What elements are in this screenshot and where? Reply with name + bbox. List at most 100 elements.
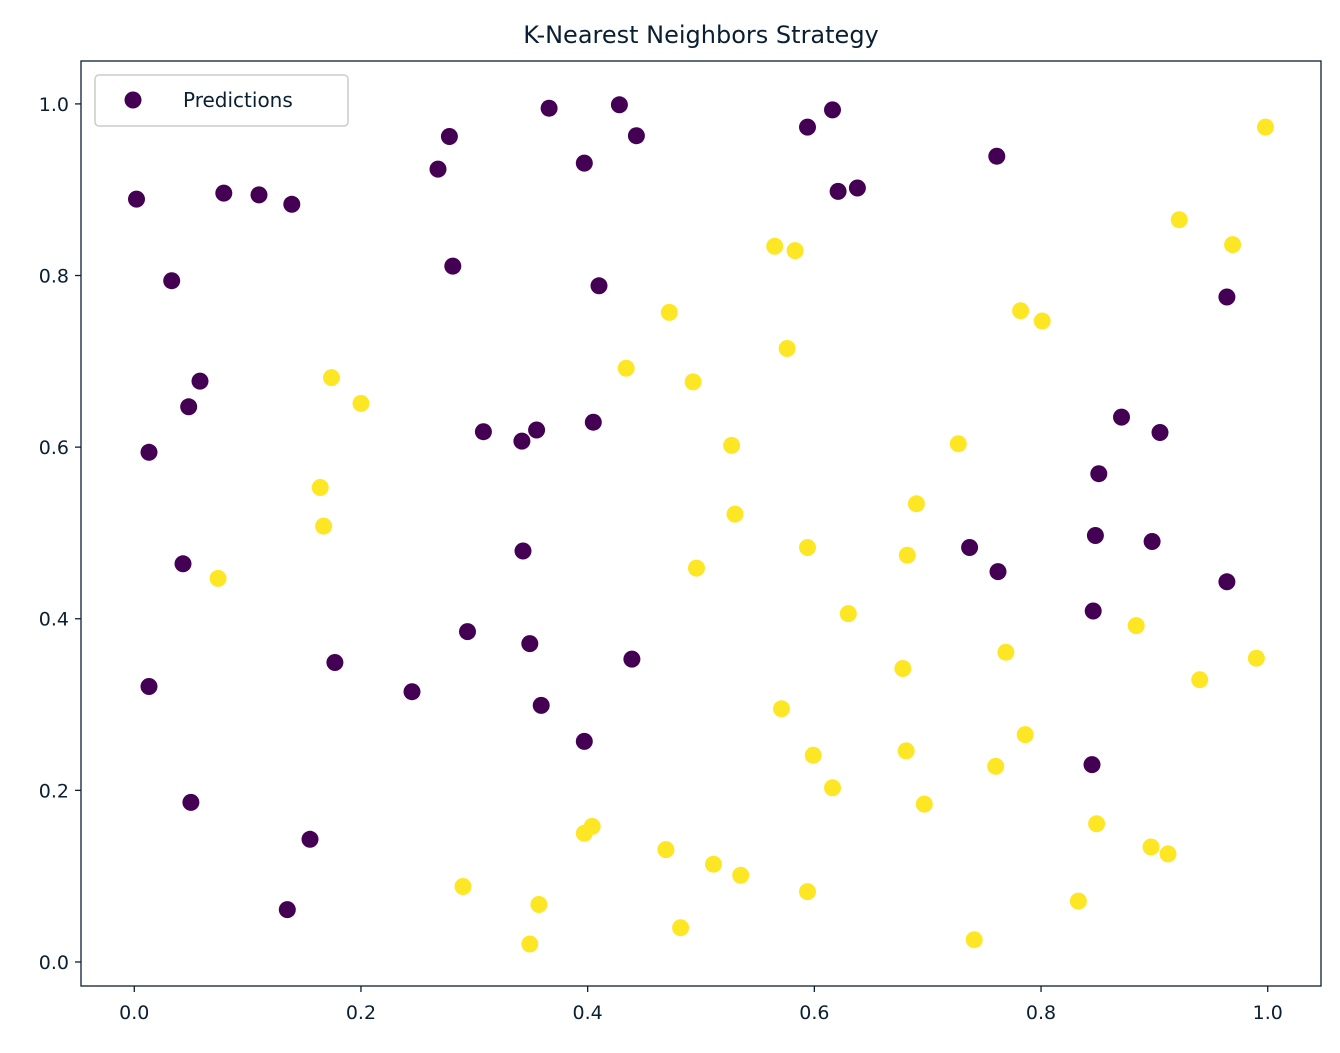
data-point xyxy=(672,919,690,937)
data-point xyxy=(848,179,866,197)
data-point xyxy=(278,901,296,919)
data-point xyxy=(657,841,675,859)
data-point xyxy=(140,678,158,695)
data-point xyxy=(839,605,857,623)
data-point xyxy=(584,413,602,431)
data-point xyxy=(459,623,476,641)
data-point xyxy=(1069,892,1087,910)
data-point xyxy=(514,542,532,560)
data-point xyxy=(915,795,933,813)
data-point xyxy=(1142,838,1160,856)
data-point xyxy=(140,443,158,461)
data-point xyxy=(1127,617,1145,635)
data-point xyxy=(894,660,912,677)
data-point xyxy=(326,654,344,671)
x-tick-label: 0.0 xyxy=(119,1002,149,1024)
data-point xyxy=(1151,424,1169,441)
y-tick-label: 0.6 xyxy=(39,437,69,459)
y-tick-label: 0.2 xyxy=(39,780,69,802)
data-point xyxy=(429,160,447,178)
data-point xyxy=(1033,312,1051,330)
data-point xyxy=(1218,288,1236,306)
data-point xyxy=(1257,118,1274,136)
data-point xyxy=(723,436,741,454)
data-point xyxy=(684,373,702,391)
data-point xyxy=(627,127,645,145)
data-point xyxy=(987,757,1005,775)
x-axis: 0.0 0.2 0.4 0.6 0.8 1.0 xyxy=(119,986,1283,1024)
data-point xyxy=(352,394,370,412)
data-point xyxy=(773,700,790,718)
plot-area-frame xyxy=(80,60,1322,987)
data-point xyxy=(1086,527,1104,544)
data-point xyxy=(688,559,705,577)
legend-label: Predictions xyxy=(183,88,293,112)
data-point xyxy=(182,793,200,811)
chart-title: K-Nearest Neighbors Strategy xyxy=(523,21,879,49)
data-point xyxy=(829,182,847,200)
data-point xyxy=(705,855,722,873)
data-point xyxy=(513,432,531,450)
x-tick-label: 0.8 xyxy=(1026,1002,1056,1024)
data-point xyxy=(163,272,181,290)
data-point xyxy=(440,128,458,145)
data-point xyxy=(174,555,192,573)
data-point xyxy=(949,435,967,453)
x-tick-label: 0.4 xyxy=(573,1002,603,1024)
y-axis: 0.0 0.2 0.4 0.6 0.8 1.0 xyxy=(39,94,81,974)
data-point xyxy=(315,517,333,535)
data-point xyxy=(997,643,1015,661)
data-point xyxy=(799,883,816,901)
data-point xyxy=(898,546,916,564)
data-point xyxy=(283,195,301,213)
data-point xyxy=(209,569,227,587)
data-point xyxy=(403,683,421,701)
data-point xyxy=(1247,649,1265,667)
data-point xyxy=(474,423,492,441)
data-point xyxy=(961,539,979,556)
data-point xyxy=(454,878,472,895)
data-point xyxy=(1084,602,1102,620)
data-point xyxy=(1218,573,1236,591)
data-point xyxy=(191,372,209,390)
data-point xyxy=(1090,465,1108,483)
data-point xyxy=(965,931,983,949)
data-point xyxy=(532,696,550,714)
data-point xyxy=(988,147,1006,165)
data-point xyxy=(907,495,925,513)
data-point xyxy=(1012,302,1030,320)
data-point xyxy=(660,303,678,321)
y-tick-label: 1.0 xyxy=(39,94,69,116)
data-point xyxy=(989,563,1007,581)
data-point xyxy=(799,118,816,136)
data-point xyxy=(726,505,744,523)
data-point xyxy=(824,101,841,119)
data-point xyxy=(215,184,233,202)
data-point xyxy=(590,277,608,295)
y-tick-label: 0.0 xyxy=(39,952,69,974)
data-point xyxy=(1170,211,1188,229)
data-point xyxy=(786,242,804,260)
legend-marker xyxy=(124,91,142,109)
legend-box xyxy=(94,74,349,127)
data-point xyxy=(732,866,750,884)
data-point xyxy=(528,421,546,439)
data-point xyxy=(180,398,198,416)
data-point xyxy=(617,359,635,377)
data-point xyxy=(804,746,822,764)
data-point xyxy=(1016,726,1034,744)
data-point xyxy=(623,650,641,668)
data-point xyxy=(540,99,558,117)
x-tick-label: 1.0 xyxy=(1253,1002,1283,1024)
data-point xyxy=(521,635,539,653)
data-point xyxy=(444,257,462,275)
data-point xyxy=(1088,815,1106,833)
data-point xyxy=(323,369,340,387)
data-point xyxy=(1143,533,1161,550)
data-point xyxy=(799,539,816,556)
data-point xyxy=(897,742,915,760)
data-point xyxy=(766,237,784,255)
y-tick-label: 0.8 xyxy=(39,266,69,288)
data-point xyxy=(1191,671,1209,689)
